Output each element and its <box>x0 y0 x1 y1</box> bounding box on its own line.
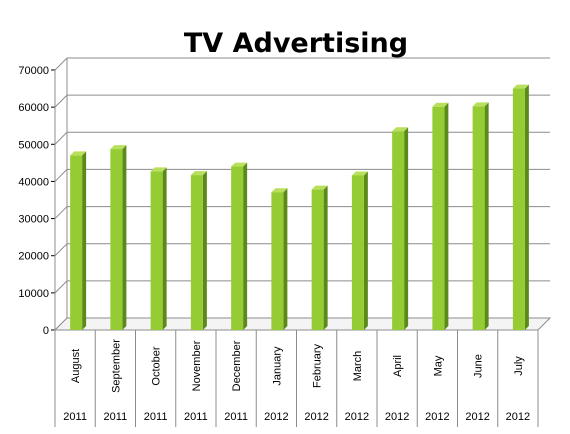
bar <box>150 167 167 330</box>
x-tick-label-month: August <box>70 349 82 383</box>
x-tick-label-year: 2012 <box>385 411 409 423</box>
bar-side <box>404 127 409 331</box>
bar-side <box>323 185 328 330</box>
bar-side <box>444 102 449 331</box>
bar-top <box>351 171 368 176</box>
y-tick-label: 60000 <box>18 102 49 114</box>
bar-front <box>392 131 405 330</box>
bar <box>271 188 288 330</box>
bar-side <box>122 145 127 330</box>
x-tick-label-year: 2012 <box>465 411 489 423</box>
x-tick-label-month: April <box>392 355 404 377</box>
bar-front <box>150 171 163 330</box>
bar-top <box>110 145 127 150</box>
bar-top <box>231 162 248 167</box>
x-tick-label-month: January <box>271 346 283 386</box>
x-tick-label-year: 2011 <box>63 411 87 423</box>
bar-top <box>190 171 207 176</box>
x-tick-label-year: 2012 <box>264 411 288 423</box>
x-tick-label-month: November <box>191 340 203 391</box>
x-tick-label-year: 2011 <box>224 411 248 423</box>
y-tick-label: 20000 <box>18 251 49 263</box>
x-tick-label-year: 2011 <box>104 411 128 423</box>
x-tick-label-year: 2012 <box>506 411 530 423</box>
bar-front <box>351 175 364 330</box>
bar-top <box>271 188 288 193</box>
y-tick-label: 70000 <box>18 65 49 77</box>
bar <box>351 171 368 330</box>
bar <box>512 84 529 330</box>
x-tick-label-year: 2012 <box>425 411 449 423</box>
bar <box>392 127 409 331</box>
bar-top <box>512 84 529 89</box>
bar <box>311 185 328 330</box>
bar <box>70 151 87 330</box>
bar <box>110 145 127 330</box>
bar-front <box>70 155 83 330</box>
bar-front <box>110 149 123 330</box>
x-tick-label-month: May <box>432 355 444 376</box>
bar-side <box>363 171 368 330</box>
bar-side <box>243 162 248 330</box>
bar-side <box>82 151 87 330</box>
bar-front <box>271 192 284 330</box>
bar-top <box>432 102 449 107</box>
bar-front <box>512 88 525 330</box>
x-tick-label-year: 2011 <box>184 411 208 423</box>
bar-top <box>70 151 87 156</box>
x-tick-label-month: October <box>151 346 163 385</box>
chart-title: TV Advertising <box>184 28 408 59</box>
bar-front <box>432 106 445 331</box>
bar-side <box>484 102 489 331</box>
bar-front <box>231 166 244 330</box>
x-tick-label-month: February <box>312 343 324 388</box>
bar-side <box>524 84 529 330</box>
x-tick-label-year: 2012 <box>304 411 328 423</box>
bar <box>432 102 449 331</box>
x-tick-label-year: 2012 <box>345 411 369 423</box>
back-wall <box>67 58 550 318</box>
y-tick-label: 0 <box>43 325 49 337</box>
bar <box>472 102 489 331</box>
x-tick-label-month: July <box>513 356 525 376</box>
bar-top <box>150 167 167 172</box>
bar-front <box>472 106 485 331</box>
y-tick-label: 50000 <box>18 139 49 151</box>
bar-side <box>162 167 167 330</box>
x-tick-label-month: June <box>473 354 485 378</box>
bar <box>190 171 207 330</box>
bar-front <box>190 175 203 330</box>
bar-top <box>472 102 489 107</box>
y-tick-label: 30000 <box>18 214 49 226</box>
x-tick-label-month: December <box>231 340 243 391</box>
x-tick-label-month: September <box>110 339 122 393</box>
bar-side <box>283 188 288 330</box>
bar <box>231 162 248 330</box>
bar-front <box>311 189 324 330</box>
bar-top <box>311 185 328 190</box>
x-tick-label-month: March <box>352 351 364 382</box>
bar-side <box>202 171 207 330</box>
y-tick-label: 40000 <box>18 176 49 188</box>
y-tick-label: 10000 <box>18 288 49 300</box>
x-tick-label-year: 2011 <box>144 411 168 423</box>
bar-top <box>392 127 409 132</box>
